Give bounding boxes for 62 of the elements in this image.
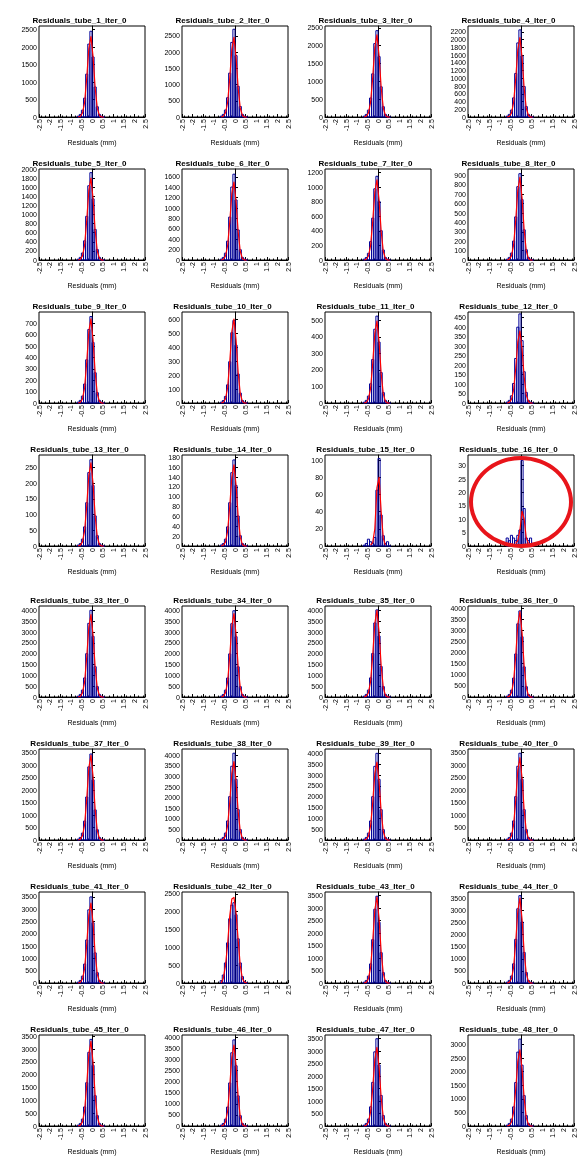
chart-title: Residuals_tube_5_Iter_0 <box>32 158 127 168</box>
line-series <box>363 896 391 984</box>
chart-title: Residuals_tube_9_Iter_0 <box>32 301 127 311</box>
line-series <box>77 614 105 698</box>
line-series <box>363 1046 391 1127</box>
line-series <box>77 1040 105 1127</box>
chart-title: Residuals_tube_33_Iter_0 <box>30 595 130 605</box>
chart-title: Residuals_tube_12_Iter_0 <box>459 301 559 311</box>
line-series <box>506 37 534 118</box>
line-series <box>77 462 105 547</box>
chart-title: Residuals_tube_16_Iter_0 <box>459 444 559 454</box>
chart-title: Residuals_tube_43_Iter_0 <box>316 881 416 891</box>
line-series <box>77 35 105 118</box>
chart-title: Residuals_tube_42_Iter_0 <box>173 881 273 891</box>
line-series <box>506 330 534 404</box>
chart-title: Residuals_tube_34_Iter_0 <box>173 595 273 605</box>
line-series <box>363 34 391 118</box>
line-series <box>363 320 391 404</box>
chart-title: Residuals_tube_46_Iter_0 <box>173 1024 273 1034</box>
line-series <box>220 1044 248 1127</box>
chart-title: Residuals_tube_41_Iter_0 <box>30 881 130 891</box>
line-series <box>363 179 391 261</box>
chart-title: Residuals_tube_38_Iter_0 <box>173 738 273 748</box>
line-series <box>363 761 391 841</box>
chart-title: Residuals_tube_47_Iter_0 <box>316 1024 416 1034</box>
chart-title: Residuals_tube_45_Iter_0 <box>30 1024 130 1034</box>
line-series <box>506 757 534 841</box>
line-series <box>220 181 248 261</box>
chart-title: Residuals_tube_10_Iter_0 <box>173 301 273 311</box>
line-series <box>506 610 534 698</box>
line-series <box>363 609 391 698</box>
chart-title: Residuals_tube_6_Iter_0 <box>175 158 270 168</box>
chart-title: Residuals_tube_4_Iter_0 <box>461 15 556 25</box>
line-series <box>220 761 248 841</box>
chart-title: Residuals_tube_13_Iter_0 <box>30 444 130 454</box>
chart-title: Residuals_tube_36_Iter_0 <box>459 595 559 605</box>
chart-title: Residuals_tube_2_Iter_0 <box>175 15 270 25</box>
chart-title: Residuals_tube_37_Iter_0 <box>30 738 130 748</box>
line-series <box>220 896 248 984</box>
chart-title: Residuals_tube_15_Iter_0 <box>316 444 416 454</box>
chart-title: Residuals_tube_39_Iter_0 <box>316 738 416 748</box>
line-series <box>77 318 105 404</box>
chart-title: Residuals_tube_44_Iter_0 <box>459 881 559 891</box>
line-series <box>220 464 248 547</box>
line-series <box>77 754 105 841</box>
chart-title: Residuals_tube_1_Iter_0 <box>32 15 127 25</box>
chart-title: Residuals_tube_14_Iter_0 <box>173 444 273 454</box>
chart-title: Residuals_tube_11_Iter_0 <box>316 301 415 311</box>
line-series <box>506 897 534 984</box>
chart-title: Residuals_tube_8_Iter_0 <box>461 158 556 168</box>
line-series <box>220 36 248 118</box>
chart-title: Residuals_tube_40_Iter_0 <box>459 738 559 748</box>
chart-title: Residuals_tube_48_Iter_0 <box>459 1024 559 1034</box>
line-series <box>220 318 248 404</box>
line-series <box>506 1049 534 1127</box>
chart-title: Residuals_tube_7_Iter_0 <box>318 158 413 168</box>
chart-title: Residuals_tube_35_Iter_0 <box>316 595 416 605</box>
line-series <box>77 902 105 984</box>
line-series <box>220 612 248 698</box>
line-series <box>506 176 534 261</box>
line-series <box>77 177 105 261</box>
chart-title: Residuals_tube_3_Iter_0 <box>318 15 413 25</box>
